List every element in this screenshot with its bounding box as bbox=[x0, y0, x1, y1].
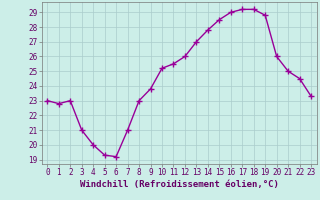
X-axis label: Windchill (Refroidissement éolien,°C): Windchill (Refroidissement éolien,°C) bbox=[80, 180, 279, 189]
